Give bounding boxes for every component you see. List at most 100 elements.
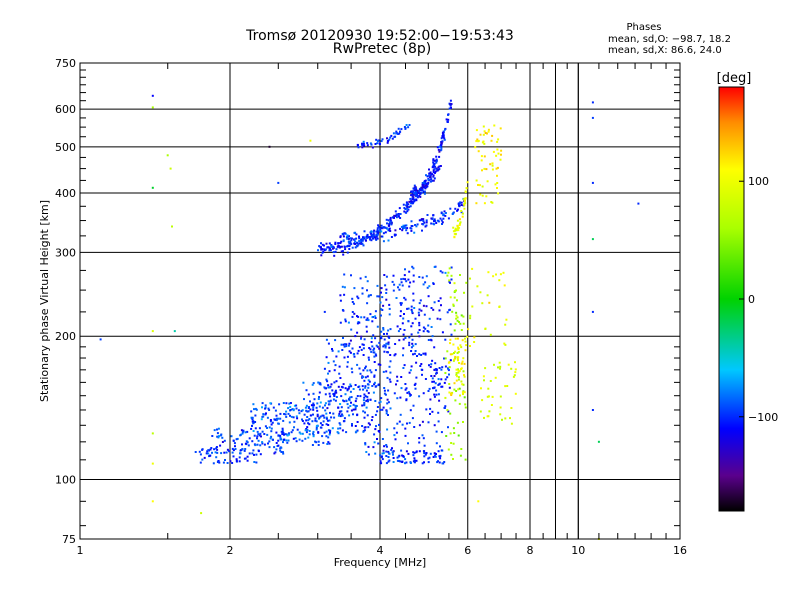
data-point [489, 163, 492, 166]
data-point [409, 394, 412, 396]
data-point [487, 415, 490, 418]
data-point [274, 451, 277, 454]
data-point [232, 455, 235, 458]
data-point [399, 328, 402, 330]
data-point [430, 222, 433, 225]
data-point [266, 433, 269, 436]
data-point [233, 442, 236, 445]
data-point [394, 215, 397, 217]
data-point [424, 352, 427, 355]
data-point [368, 236, 371, 238]
data-point [335, 391, 338, 394]
data-point [399, 217, 402, 219]
data-point [402, 277, 405, 280]
data-point [361, 292, 364, 295]
x-tick-labels: 1 2 4 6 8 10 16 [77, 544, 688, 557]
data-point [496, 182, 499, 184]
data-point [486, 180, 489, 183]
data-point [420, 218, 423, 221]
data-point [427, 457, 430, 460]
data-point [408, 200, 411, 203]
data-point [382, 232, 385, 235]
data-point [507, 363, 510, 366]
data-point [241, 432, 244, 435]
data-point [441, 140, 444, 143]
data-point [433, 395, 436, 398]
data-point [366, 398, 369, 401]
data-point [403, 364, 406, 367]
data-point [412, 299, 415, 302]
data-point [252, 403, 255, 406]
data-point [361, 404, 364, 407]
data-point [490, 139, 493, 142]
data-point [437, 450, 440, 453]
data-point [483, 167, 486, 170]
data-point [273, 446, 276, 449]
data-point [374, 353, 377, 356]
data-point [215, 446, 218, 448]
data-point [385, 450, 388, 453]
data-point [404, 383, 407, 385]
data-point [637, 202, 640, 205]
data-point [439, 217, 442, 220]
data-point [370, 235, 373, 238]
data-point [505, 318, 508, 321]
data-point [220, 433, 223, 436]
data-point [357, 349, 360, 352]
data-point [341, 349, 344, 351]
data-point [264, 404, 267, 407]
data-point [462, 198, 465, 201]
data-point [428, 285, 431, 288]
data-point [400, 225, 403, 228]
data-point [443, 461, 446, 463]
data-point [342, 399, 344, 402]
data-point [369, 294, 372, 297]
data-point [473, 341, 476, 343]
data-point [423, 313, 426, 316]
data-point [501, 418, 503, 421]
data-point [380, 330, 383, 333]
data-point [340, 250, 343, 253]
data-point [365, 239, 367, 242]
data-point [220, 452, 223, 455]
data-point [409, 197, 412, 200]
data-point [452, 303, 455, 306]
data-point [459, 322, 462, 325]
data-point [429, 174, 432, 177]
data-point [461, 383, 464, 386]
data-point [449, 296, 452, 299]
data-point [343, 400, 346, 403]
data-point [407, 203, 410, 206]
data-point [404, 458, 407, 461]
data-point [386, 376, 389, 379]
data-point [363, 379, 366, 382]
data-point [497, 366, 499, 369]
data-point [318, 405, 321, 408]
data-point [261, 406, 263, 409]
data-point [449, 102, 452, 105]
data-point [453, 282, 456, 285]
data-point [448, 391, 451, 394]
data-point [499, 365, 502, 368]
data-point [431, 179, 434, 182]
data-point [385, 455, 388, 457]
data-point [461, 360, 464, 363]
data-point [217, 427, 220, 430]
data-point [430, 339, 433, 342]
data-point [328, 242, 331, 245]
data-point [441, 223, 443, 225]
data-point [449, 432, 452, 435]
data-point [399, 302, 402, 305]
data-point [428, 174, 431, 177]
data-point [338, 365, 341, 368]
data-point [423, 461, 425, 464]
data-point [357, 297, 360, 300]
data-point [448, 309, 451, 312]
data-point [351, 301, 354, 303]
data-point [329, 395, 332, 398]
data-point [363, 230, 366, 233]
data-point [381, 138, 384, 141]
data-point [360, 238, 363, 241]
data-point [477, 500, 480, 503]
data-point [216, 432, 219, 435]
